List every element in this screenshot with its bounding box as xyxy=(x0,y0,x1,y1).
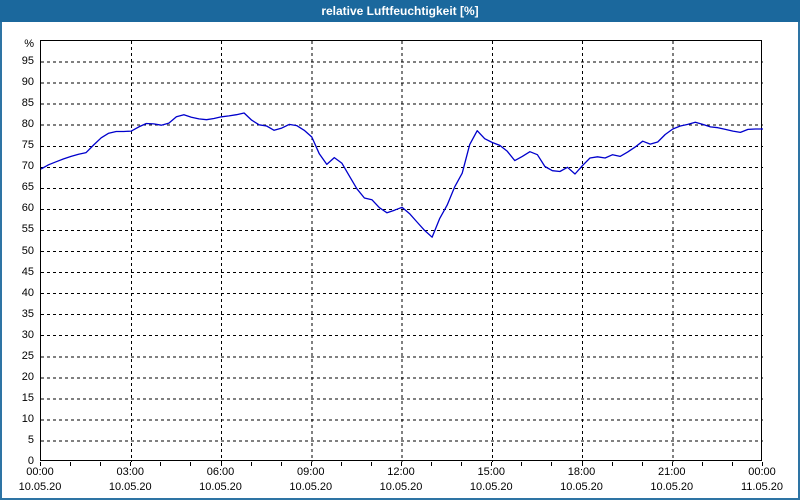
x-minor-tick xyxy=(280,462,282,466)
x-tick-label: 18:00 xyxy=(567,466,596,478)
x-minor-tick xyxy=(190,462,192,466)
x-minor-tick xyxy=(40,462,41,466)
y-tick-label: 0 xyxy=(27,455,34,467)
y-tick-label: 15 xyxy=(21,391,34,404)
x-tick-label: 00:00 xyxy=(748,466,776,478)
x-minor-tick xyxy=(521,462,523,466)
x-minor-tick xyxy=(762,462,763,466)
y-tick-label: 95 xyxy=(21,55,34,68)
x-date-label: 10.05.20 xyxy=(199,481,242,493)
x-tick-label: 15:00 xyxy=(477,466,506,478)
x-minor-tick xyxy=(370,462,372,466)
x-tick-label: 12:00 xyxy=(387,466,415,478)
x-tick-label: 03:00 xyxy=(116,466,145,478)
y-tick-label: 35 xyxy=(21,307,34,320)
x-date-label: 10.05.20 xyxy=(469,481,513,493)
x-date-label: 10.05.20 xyxy=(560,481,603,493)
y-tick-label: 90 xyxy=(21,76,34,89)
x-tick-label: 09:00 xyxy=(296,466,325,478)
humidity-line-chart xyxy=(41,41,763,462)
x-tick-label: 06:00 xyxy=(206,466,235,478)
x-date-label: 10.05.20 xyxy=(108,481,152,493)
x-minor-tick xyxy=(130,462,132,466)
y-tick-label: 70 xyxy=(21,160,34,173)
x-date-label: 10.05.20 xyxy=(379,481,423,493)
y-tick-label: 80 xyxy=(21,118,34,131)
y-tick-label: 10 xyxy=(21,412,34,425)
y-tick-label: 55 xyxy=(21,223,34,236)
y-tick-label: 20 xyxy=(21,370,34,383)
x-minor-tick xyxy=(701,462,703,466)
x-minor-tick xyxy=(100,462,102,466)
y-tick-label: 65 xyxy=(21,181,34,194)
x-minor-tick xyxy=(551,462,553,466)
humidity-series-line xyxy=(41,112,763,238)
x-minor-tick xyxy=(340,462,342,466)
x-minor-tick xyxy=(310,462,312,466)
y-tick-label: 75 xyxy=(21,139,34,152)
x-minor-tick xyxy=(220,462,222,466)
x-minor-tick xyxy=(491,462,493,466)
x-tick-label: 00:00 xyxy=(26,466,54,478)
y-tick-label: 50 xyxy=(21,244,34,257)
title-bar: relative Luftfeuchtigkeit [%] xyxy=(0,0,800,22)
x-date-label: 10.05.20 xyxy=(18,481,62,493)
x-minor-tick xyxy=(401,462,402,466)
x-minor-tick xyxy=(581,462,583,466)
plot-area xyxy=(40,40,763,462)
x-minor-tick xyxy=(641,462,643,466)
y-tick-label: 40 xyxy=(21,286,34,299)
window-title: relative Luftfeuchtigkeit [%] xyxy=(321,4,479,18)
x-minor-tick xyxy=(250,462,252,466)
y-axis-unit-label: % xyxy=(24,38,34,50)
x-minor-tick xyxy=(160,462,162,466)
y-tick-label: 30 xyxy=(21,328,34,341)
y-tick-label: 85 xyxy=(21,97,34,110)
y-tick-label: 60 xyxy=(21,202,34,215)
x-date-label: 11.05.20 xyxy=(740,481,783,493)
x-minor-tick xyxy=(70,462,72,466)
x-minor-tick xyxy=(731,462,733,466)
x-minor-tick xyxy=(671,462,673,466)
x-minor-tick xyxy=(431,462,433,466)
x-tick-label: 21:00 xyxy=(657,466,686,478)
x-date-label: 10.05.20 xyxy=(289,481,333,493)
x-minor-tick xyxy=(611,462,613,466)
y-tick-label: 5 xyxy=(27,433,34,446)
x-date-label: 10.05.20 xyxy=(650,481,694,493)
x-minor-tick xyxy=(461,462,463,466)
y-tick-label: 25 xyxy=(21,349,34,362)
y-tick-label: 45 xyxy=(21,265,34,278)
